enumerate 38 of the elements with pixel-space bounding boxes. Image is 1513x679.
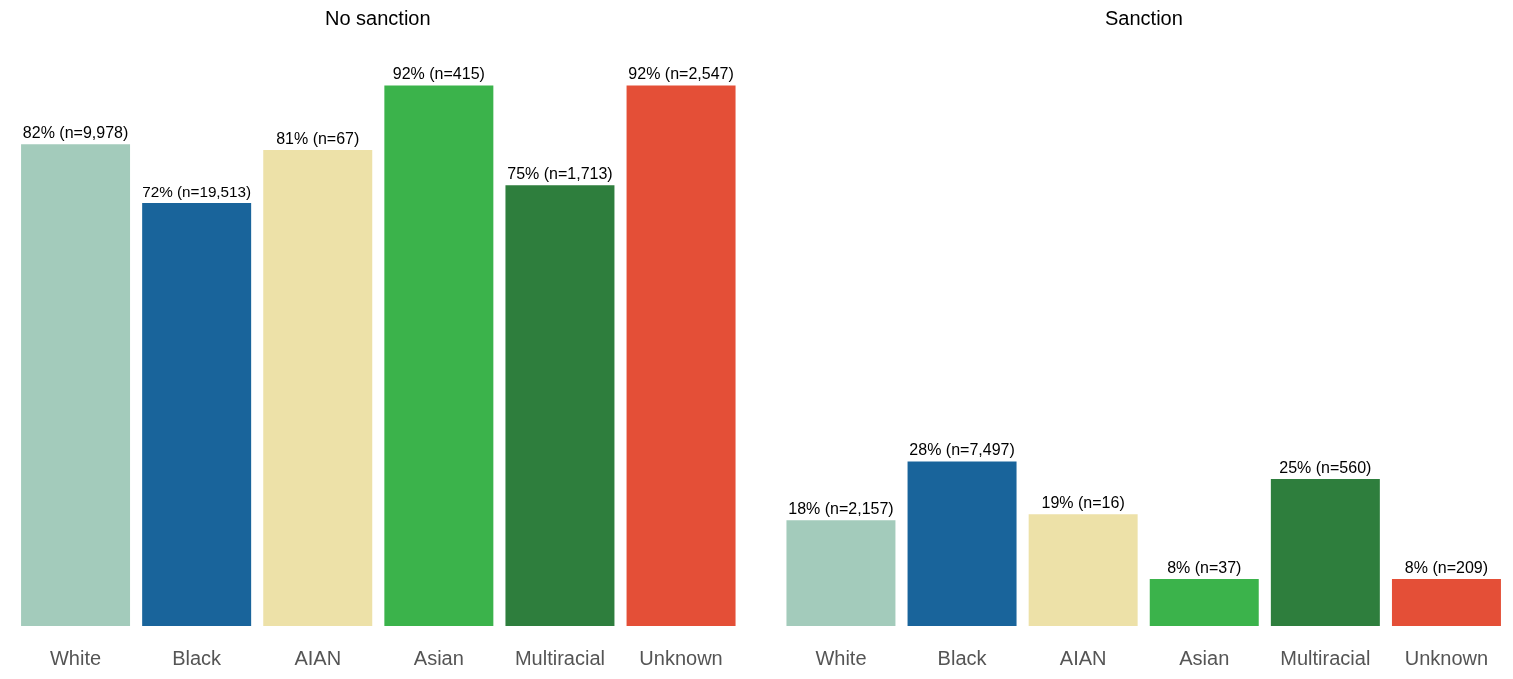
bar: [1270, 479, 1380, 626]
data-label: 28% (n=7,497): [909, 441, 1015, 459]
bar: [384, 85, 494, 626]
x-tick-label: Unknown: [639, 647, 723, 669]
bar: [21, 144, 131, 626]
data-label: 75% (n=1,713): [507, 165, 613, 183]
chart-title: Sanction: [1105, 7, 1183, 29]
bar: [1149, 579, 1259, 626]
bar: [263, 150, 373, 626]
x-tick-label: White: [815, 647, 867, 669]
data-label: 82% (n=9,978): [22, 124, 129, 142]
x-tick-label: Unknown: [1404, 647, 1489, 669]
x-tick-label: AIAN: [1059, 647, 1107, 669]
chart-title: No sanction: [325, 7, 431, 29]
x-tick-label: Black: [172, 647, 223, 669]
x-tick-label: AIAN: [294, 647, 342, 669]
bar: [626, 85, 736, 626]
x-tick-label: Asian: [413, 647, 464, 669]
x-tick-label: Multiracial: [514, 647, 605, 669]
data-label: 8% (n=37): [1167, 559, 1242, 576]
data-label: 92% (n=2,547): [628, 65, 734, 83]
x-tick-label: Asian: [1179, 647, 1230, 669]
bar: [1391, 579, 1501, 626]
bar: [786, 520, 896, 626]
x-tick-label: Multiracial: [1280, 647, 1371, 669]
bar: [907, 461, 1017, 626]
data-label: 72% (n=19,513): [142, 183, 252, 201]
bar: [142, 202, 252, 626]
bar: [1028, 514, 1138, 626]
data-label: 18% (n=2,157): [788, 500, 894, 518]
data-label: 19% (n=16): [1041, 494, 1125, 512]
x-tick-label: White: [49, 647, 102, 669]
x-tick-label: Black: [937, 647, 988, 669]
data-label: 8% (n=209): [1404, 559, 1489, 576]
bar: [505, 185, 615, 626]
data-label: 81% (n=67): [276, 130, 360, 148]
data-label: 92% (n=415): [392, 65, 485, 83]
data-label: 25% (n=560): [1279, 459, 1372, 477]
